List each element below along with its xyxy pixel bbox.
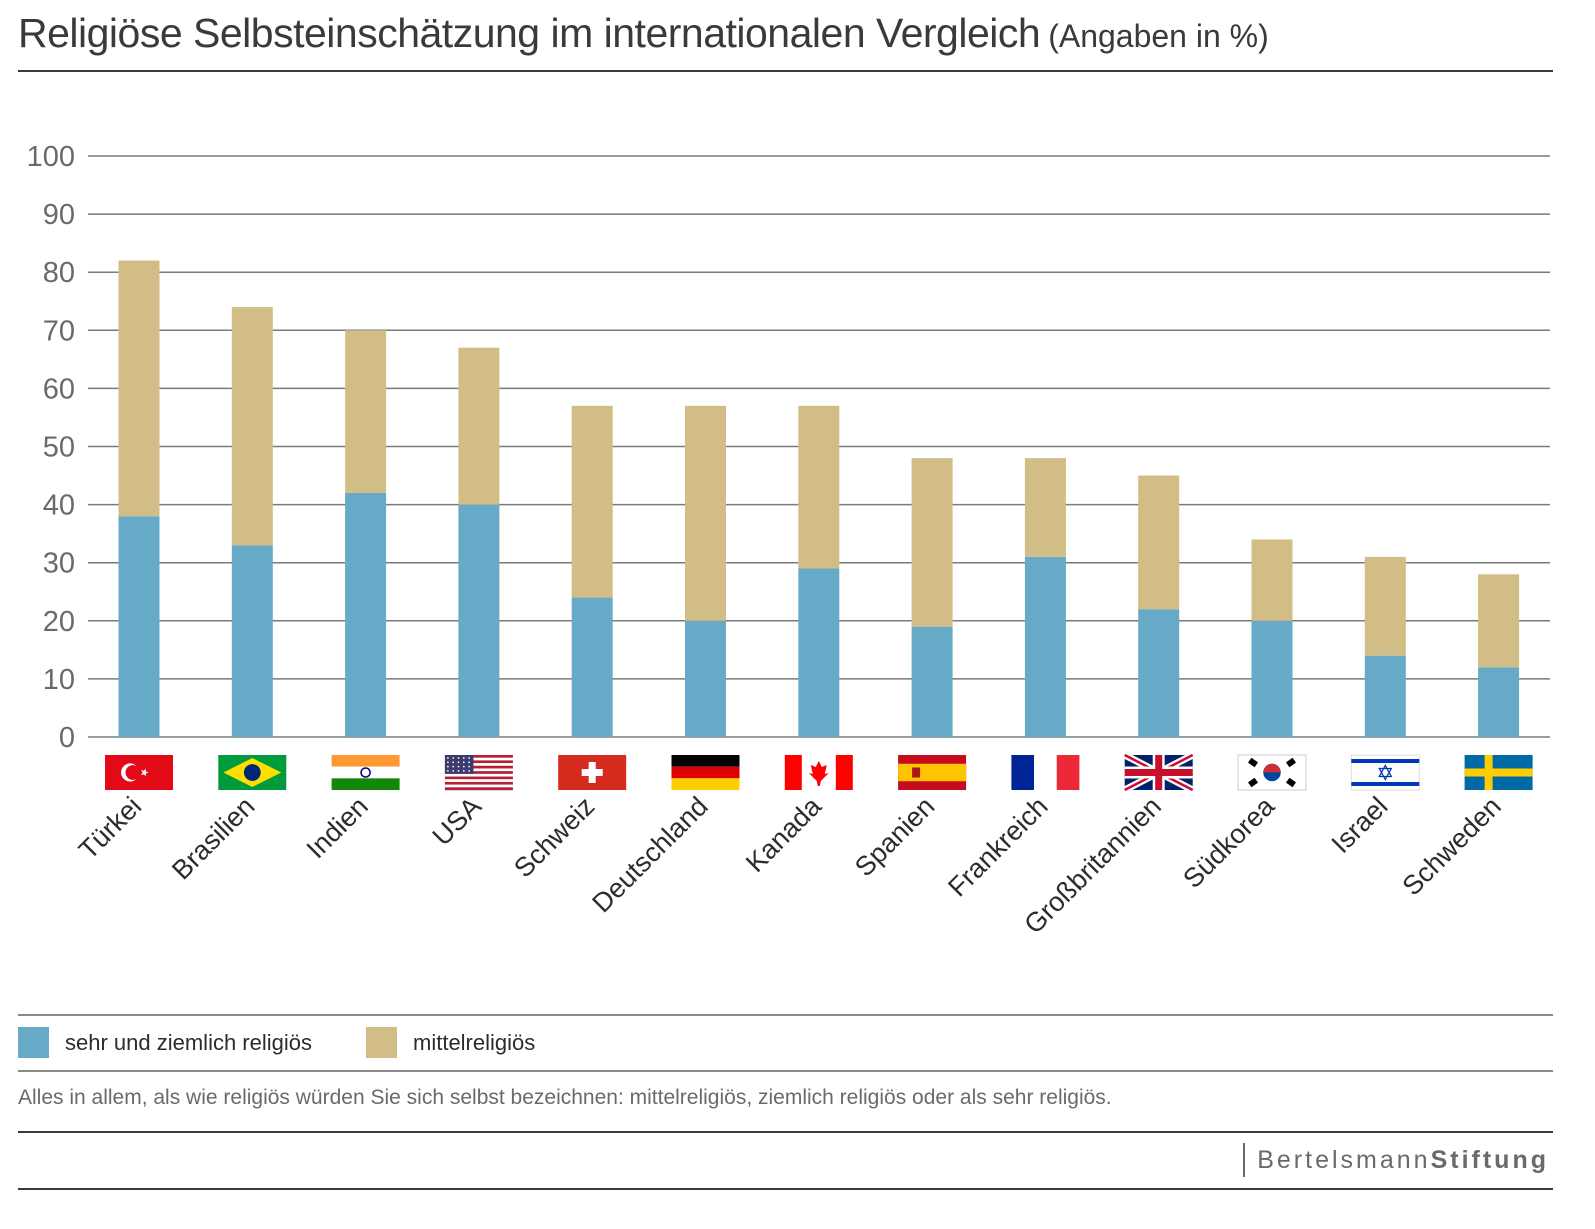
x-tick-label: Schweiz bbox=[508, 791, 600, 883]
y-tick-label: 80 bbox=[43, 257, 75, 289]
bar-mittel bbox=[798, 405, 840, 569]
question-note: Alles in allem, als wie religiös würden … bbox=[18, 1086, 1112, 1109]
legend-label-sehr-ziemlich: sehr und ziemlich religiös bbox=[65, 1029, 312, 1055]
bar-sehr-ziemlich bbox=[1138, 609, 1180, 737]
x-tick-label: Türkei bbox=[73, 791, 147, 865]
divider bbox=[18, 1131, 1553, 1133]
bar-mittel bbox=[458, 347, 500, 505]
legend-item-sehr-ziemlich: sehr und ziemlich religiös bbox=[18, 1027, 312, 1058]
bar-sehr-ziemlich bbox=[1364, 655, 1406, 737]
chart-title-row: Religiöse Selbsteinschätzung im internat… bbox=[18, 10, 1553, 72]
y-axis-ticks: 0 10 20 30 40 50 60 70 80 90 100 bbox=[27, 141, 75, 754]
bar-mittel bbox=[231, 307, 273, 546]
bar-mittel bbox=[1478, 574, 1520, 668]
legend-swatch-blue bbox=[18, 1027, 49, 1058]
bar-mittel bbox=[1364, 556, 1406, 656]
bar-mittel bbox=[911, 458, 953, 627]
bar-mittel bbox=[345, 330, 387, 493]
x-tick-label: USA bbox=[427, 791, 487, 851]
x-tick-label: Indien bbox=[301, 791, 374, 864]
switzerland-flag bbox=[558, 755, 627, 790]
legend-swatch-tan bbox=[366, 1027, 397, 1058]
legend: sehr und ziemlich religiös mittelreligiö… bbox=[18, 1014, 1553, 1072]
y-tick-label: 40 bbox=[43, 490, 75, 522]
y-tick-label: 20 bbox=[43, 606, 75, 638]
y-tick-label: 70 bbox=[43, 315, 75, 347]
france-flag bbox=[1011, 755, 1080, 790]
x-tick-label: Deutschland bbox=[586, 791, 713, 918]
south-korea-flag bbox=[1237, 754, 1307, 791]
divider bbox=[18, 1188, 1553, 1190]
bar-sehr-ziemlich bbox=[1251, 620, 1293, 737]
legend-item-mittel: mittelreligiös bbox=[366, 1027, 535, 1058]
bar-mittel bbox=[1251, 539, 1293, 621]
germany-flag bbox=[671, 755, 740, 790]
turkey-flag bbox=[105, 755, 173, 790]
israel-flag bbox=[1350, 754, 1420, 791]
bar-mittel bbox=[118, 260, 160, 517]
bar-sehr-ziemlich bbox=[231, 545, 273, 737]
legend-label-mittel: mittelreligiös bbox=[413, 1029, 536, 1055]
y-tick-label: 100 bbox=[27, 141, 75, 173]
stacked-bar-chart: 0 10 20 30 40 50 60 70 80 90 100 Türkei Brasilien In… bbox=[27, 141, 1550, 940]
bar-sehr-ziemlich bbox=[118, 516, 160, 737]
sweden-flag bbox=[1464, 755, 1533, 790]
bar-sehr-ziemlich bbox=[1478, 667, 1520, 737]
x-tick-label: Israel bbox=[1326, 791, 1394, 859]
bar-mittel bbox=[685, 405, 726, 621]
bar-sehr-ziemlich bbox=[911, 626, 953, 737]
chart-title: Religiöse Selbsteinschätzung im internat… bbox=[18, 10, 1041, 56]
brand-logo: Bertelsmann Stiftung bbox=[1243, 1143, 1549, 1177]
spain-flag bbox=[898, 755, 967, 790]
canada-flag bbox=[784, 755, 853, 790]
x-axis-labels: Türkei Brasilien Indien USA SchweizDeutschla… bbox=[73, 790, 1507, 939]
usa-flag bbox=[444, 755, 513, 791]
bar-mittel bbox=[1138, 475, 1180, 610]
x-tick-label: Brasilien bbox=[166, 791, 260, 885]
y-tick-label: 50 bbox=[43, 432, 75, 464]
bar-sehr-ziemlich bbox=[798, 568, 840, 737]
brand-part1: Bertelsmann bbox=[1257, 1145, 1431, 1174]
bar-mittel bbox=[571, 405, 613, 598]
brazil-flag bbox=[218, 755, 287, 790]
x-tick-label: Schweden bbox=[1396, 791, 1506, 901]
bar-sehr-ziemlich bbox=[1024, 556, 1066, 737]
bar-mittel bbox=[1024, 458, 1066, 557]
india-flag bbox=[331, 755, 400, 790]
bar-sehr-ziemlich bbox=[345, 492, 387, 737]
uk-flag bbox=[1123, 751, 1195, 794]
x-tick-label: Frankreich bbox=[942, 791, 1053, 902]
y-tick-label: 10 bbox=[43, 664, 75, 696]
y-tick-label: 60 bbox=[43, 373, 75, 405]
y-tick-label: 30 bbox=[43, 548, 75, 580]
x-tick-label: Spanien bbox=[849, 791, 940, 882]
bars bbox=[118, 260, 1520, 737]
bar-sehr-ziemlich bbox=[571, 597, 613, 737]
x-tick-label: Südkorea bbox=[1177, 790, 1281, 894]
x-tick-label: Kanada bbox=[740, 790, 828, 878]
country-flags bbox=[105, 751, 1533, 794]
y-tick-label: 0 bbox=[59, 722, 75, 754]
brand-part2: Stiftung bbox=[1430, 1145, 1549, 1174]
y-tick-label: 90 bbox=[43, 199, 75, 231]
bar-sehr-ziemlich bbox=[685, 620, 726, 737]
bar-sehr-ziemlich bbox=[458, 504, 500, 737]
chart-subtitle: (Angaben in %) bbox=[1048, 18, 1269, 54]
